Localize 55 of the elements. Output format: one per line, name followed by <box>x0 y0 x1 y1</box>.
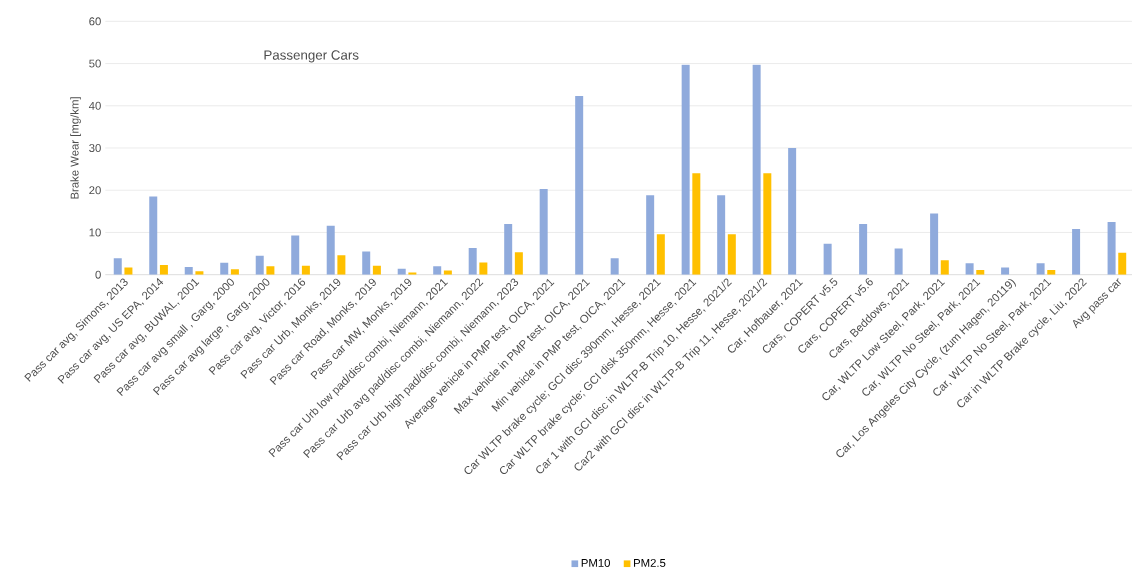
bar <box>479 262 488 275</box>
bar <box>124 267 133 275</box>
y-tick-label: 20 <box>89 186 101 195</box>
bar <box>184 267 193 275</box>
bar <box>965 263 974 275</box>
bar <box>788 148 797 275</box>
bar <box>646 195 655 275</box>
bar <box>149 196 158 275</box>
legend-label: PM10 <box>581 559 610 568</box>
bar <box>337 255 346 275</box>
bar <box>930 213 939 275</box>
bar <box>443 270 452 275</box>
bar <box>1118 252 1127 275</box>
bar <box>362 251 371 275</box>
y-tick-label: 50 <box>89 59 101 68</box>
bar <box>514 252 523 275</box>
bar <box>266 266 275 275</box>
y-tick-label: 0 <box>95 270 101 279</box>
bar <box>301 265 310 275</box>
bar <box>433 266 442 275</box>
bar <box>575 96 584 275</box>
bar <box>1001 267 1010 275</box>
bar <box>752 65 761 275</box>
bar <box>539 189 548 275</box>
bar <box>326 225 335 275</box>
bar <box>220 263 229 275</box>
bar <box>763 173 772 275</box>
y-tick-label: 60 <box>89 17 101 26</box>
bar <box>894 248 903 275</box>
bar <box>159 265 168 275</box>
bar <box>859 224 868 275</box>
bar <box>1107 222 1116 275</box>
bar <box>230 269 239 275</box>
bar <box>717 195 726 275</box>
y-tick-label: 30 <box>89 144 101 153</box>
bar <box>656 234 665 275</box>
y-axis-title: Brake Wear [mg/km] <box>70 97 81 199</box>
text: Passenger Cars <box>264 50 359 63</box>
bar <box>940 260 949 275</box>
bar <box>255 255 264 275</box>
bar <box>681 65 690 275</box>
bar <box>727 234 736 275</box>
bar <box>692 173 701 275</box>
bar <box>504 224 513 275</box>
legend-label: PM2.5 <box>634 559 666 568</box>
bar <box>291 235 300 275</box>
bar <box>823 244 832 275</box>
bar <box>1072 229 1081 275</box>
bar <box>610 258 619 275</box>
bar <box>372 265 381 275</box>
y-tick-label: 40 <box>88 101 101 110</box>
bar <box>113 258 122 275</box>
bar <box>1036 263 1045 275</box>
bar <box>468 248 477 275</box>
y-tick-label: 10 <box>89 228 101 237</box>
